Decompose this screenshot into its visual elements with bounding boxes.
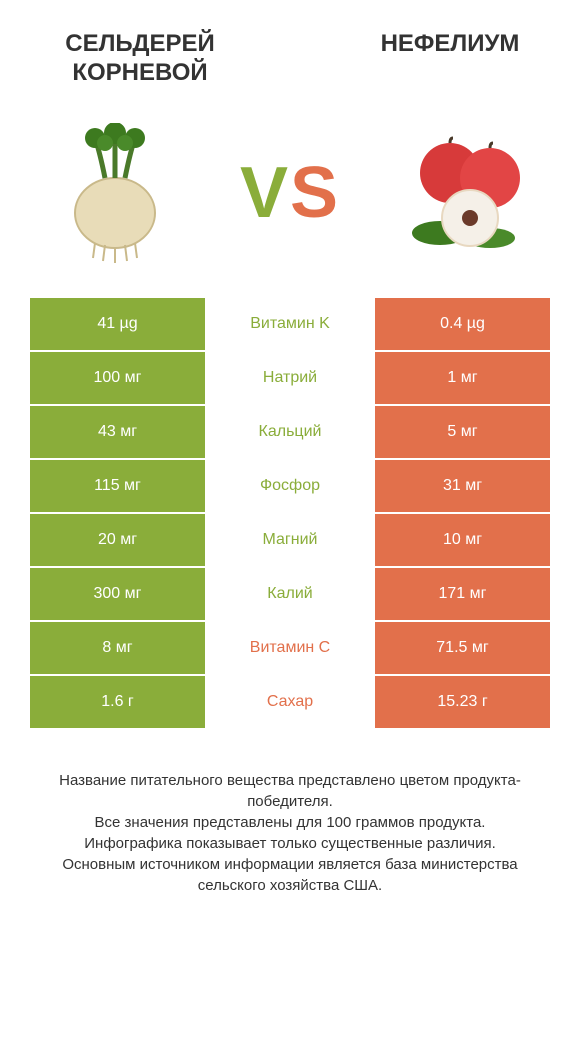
left-value: 300 мг — [30, 568, 205, 622]
left-product-title: СЕЛЬДЕРЕЙ КОРНЕВОЙ — [30, 30, 250, 88]
right-value: 71.5 мг — [375, 622, 550, 676]
table-row: 8 мгВитамин C71.5 мг — [30, 622, 550, 676]
images-row: VS — [0, 98, 580, 298]
left-value: 1.6 г — [30, 676, 205, 730]
footer-line-4: Основным источником информации является … — [30, 854, 550, 896]
left-value: 41 µg — [30, 298, 205, 352]
table-row: 41 µgВитамин K0.4 µg — [30, 298, 550, 352]
nutrient-label: Кальций — [205, 406, 375, 460]
nutrient-label: Витамин C — [205, 622, 375, 676]
footer-line-2: Все значения представлены для 100 граммо… — [30, 812, 550, 833]
nutrient-table: 41 µgВитамин K0.4 µg100 мгНатрий1 мг43 м… — [30, 298, 550, 730]
right-value: 10 мг — [375, 514, 550, 568]
left-value: 115 мг — [30, 460, 205, 514]
right-value: 31 мг — [375, 460, 550, 514]
table-row: 1.6 гСахар15.23 г — [30, 676, 550, 730]
footer-line-3: Инфографика показывает только существенн… — [30, 833, 550, 854]
right-value: 171 мг — [375, 568, 550, 622]
vs-label: VS — [240, 152, 340, 234]
right-value: 5 мг — [375, 406, 550, 460]
nutrient-label: Магний — [205, 514, 375, 568]
left-value: 43 мг — [30, 406, 205, 460]
footer-text: Название питательного вещества представл… — [0, 730, 580, 896]
left-value: 8 мг — [30, 622, 205, 676]
footer-line-1: Название питательного вещества представл… — [30, 770, 550, 812]
table-row: 100 мгНатрий1 мг — [30, 352, 550, 406]
right-value: 0.4 µg — [375, 298, 550, 352]
right-product-image — [390, 118, 540, 268]
left-value: 20 мг — [30, 514, 205, 568]
left-value: 100 мг — [30, 352, 205, 406]
table-row: 300 мгКалий171 мг — [30, 568, 550, 622]
table-row: 20 мгМагний10 мг — [30, 514, 550, 568]
left-product-image — [40, 118, 190, 268]
nutrient-label: Витамин K — [205, 298, 375, 352]
right-value: 1 мг — [375, 352, 550, 406]
nutrient-label: Сахар — [205, 676, 375, 730]
vs-s: S — [290, 153, 340, 233]
table-row: 43 мгКальций5 мг — [30, 406, 550, 460]
vs-v: V — [240, 153, 290, 233]
lychee-icon — [395, 123, 535, 263]
header: СЕЛЬДЕРЕЙ КОРНЕВОЙ НЕФЕЛИУМ — [0, 0, 580, 98]
right-product-title: НЕФЕЛИУМ — [350, 30, 550, 59]
nutrient-label: Фосфор — [205, 460, 375, 514]
celeriac-icon — [45, 123, 185, 263]
right-value: 15.23 г — [375, 676, 550, 730]
nutrient-label: Натрий — [205, 352, 375, 406]
nutrient-label: Калий — [205, 568, 375, 622]
table-row: 115 мгФосфор31 мг — [30, 460, 550, 514]
